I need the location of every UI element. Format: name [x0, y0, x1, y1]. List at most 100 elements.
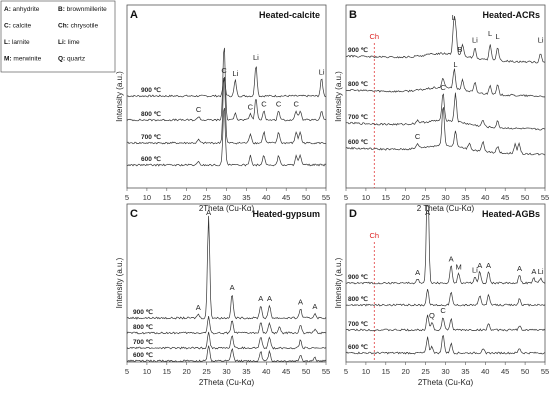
peak-label: Li — [319, 67, 325, 76]
x-tick-label: 5 — [125, 193, 129, 202]
x-tick-label: 40 — [262, 367, 270, 376]
legend-entry: C: calcite — [4, 23, 31, 30]
phase-legend: A: anhydrite B: brownmillerite C: calcite C… — [0, 0, 116, 73]
series-label: 600 ℃ — [141, 155, 162, 163]
x-tick-label: 50 — [302, 193, 310, 202]
panel-title: Heated-ACRs — [482, 10, 540, 20]
peak-label: A — [230, 283, 235, 292]
peak-label: L — [453, 60, 457, 69]
legend-entry: B: brownmillerite — [58, 6, 107, 13]
x-tick-label: 55 — [322, 193, 330, 202]
legend-frame — [0, 0, 116, 73]
series-line — [345, 15, 546, 64]
series-label: 700 ℃ — [348, 113, 369, 121]
x-tick-label: 50 — [302, 367, 310, 376]
series-line — [345, 205, 546, 285]
x-tick-label: 15 — [163, 367, 171, 376]
peak-label: A — [517, 264, 522, 273]
peak-label: Li — [232, 69, 238, 78]
y-axis-label: Intensity (a.u.) — [334, 71, 343, 122]
x-tick-label: 40 — [481, 193, 489, 202]
x-tick-label: 15 — [163, 193, 171, 202]
series-label: 900 ℃ — [133, 308, 154, 316]
x-tick-label: 30 — [222, 193, 230, 202]
series-line — [345, 107, 546, 156]
x-tick-label: 30 — [222, 367, 230, 376]
peak-label: Li — [472, 35, 478, 44]
peak-label: B — [457, 45, 462, 54]
x-tick-label: 40 — [262, 193, 270, 202]
peak-label: L — [452, 13, 456, 22]
peak-label: A — [196, 303, 201, 312]
legend-entry: L: larnite — [4, 39, 30, 46]
x-axis-label: 2Theta (Cu-Kα) — [418, 378, 474, 387]
x-tick-label: 45 — [282, 367, 290, 376]
series-line — [345, 68, 546, 98]
panel-letter: C — [130, 208, 138, 220]
series-line — [345, 335, 546, 355]
series-line — [126, 66, 327, 98]
x-tick-label: 55 — [541, 193, 549, 202]
x-tick-label: 10 — [143, 367, 151, 376]
legend-entry: M: merwinite — [4, 56, 42, 63]
peak-label: C — [221, 66, 227, 75]
x-tick-label: 25 — [421, 193, 429, 202]
x-tick-label: 20 — [183, 367, 191, 376]
x-tick-label: 40 — [481, 367, 489, 376]
peak-label: C — [440, 306, 446, 315]
x-tick-label: 5 — [344, 193, 348, 202]
peak-label: C — [261, 99, 267, 108]
x-tick-label: 10 — [143, 193, 151, 202]
peak-label: C — [293, 99, 299, 108]
legend-entry: Li: lime — [58, 39, 80, 46]
peak-label: A — [312, 302, 317, 311]
series-line — [345, 314, 546, 332]
x-tick-label: 35 — [461, 367, 469, 376]
peak-label: A — [477, 261, 482, 270]
peak-label: C — [248, 103, 254, 112]
x-tick-label: 15 — [382, 193, 390, 202]
x-tick-label: 10 — [362, 193, 370, 202]
panel-title: Heated-calcite — [259, 10, 320, 20]
series-line — [126, 331, 327, 350]
ref-line-label: Ch — [369, 231, 379, 240]
peak-label: A — [425, 208, 430, 217]
panel-b: 5 10 15 20 25 30 35 40 45 50 55 2 Theta (Cu-Kα) Inte… — [334, 4, 549, 213]
peak-label: A — [486, 261, 491, 270]
panel-letter: A — [130, 9, 138, 21]
panel-c: 5 10 15 20 25 30 35 40 45 50 55 2Theta (Cu-Kα) Inten… — [115, 203, 330, 387]
peak-label: A — [531, 267, 536, 276]
series-label: 600 ℃ — [348, 343, 369, 351]
series-label: 900 ℃ — [141, 86, 162, 94]
peak-label: Li — [538, 267, 544, 276]
x-tick-label: 10 — [362, 367, 370, 376]
x-tick-label: 35 — [242, 367, 250, 376]
x-axis-label: 2Theta (Cu-Kα) — [199, 204, 255, 213]
series-label: 800 ℃ — [348, 80, 369, 88]
peak-label: A — [206, 208, 211, 217]
peak-label: M — [456, 262, 462, 271]
series-line — [126, 76, 327, 145]
x-tick-label: 45 — [282, 193, 290, 202]
series-line — [126, 215, 327, 320]
series-label: 900 ℃ — [348, 273, 369, 281]
x-tick-label: 20 — [402, 367, 410, 376]
peak-label: C — [415, 132, 421, 141]
y-axis-label: Intensity (a.u.) — [115, 71, 124, 122]
legend-entry: Ch: chrysotile — [58, 23, 98, 30]
peak-label: Li — [472, 266, 478, 275]
legend-entry: Q: quartz — [58, 56, 85, 63]
ref-line-label: Ch — [369, 32, 379, 41]
panel-letter: D — [349, 208, 357, 220]
x-tick-label: 20 — [402, 193, 410, 202]
series-label: 900 ℃ — [348, 46, 369, 54]
x-tick-label: 55 — [322, 367, 330, 376]
series-label: 800 ℃ — [141, 110, 162, 118]
series-line — [345, 289, 546, 307]
peak-label: C — [440, 83, 446, 92]
plot-frame — [126, 203, 327, 363]
peak-label: A — [258, 294, 263, 303]
peak-label: C — [276, 99, 282, 108]
x-tick-label: 30 — [441, 193, 449, 202]
